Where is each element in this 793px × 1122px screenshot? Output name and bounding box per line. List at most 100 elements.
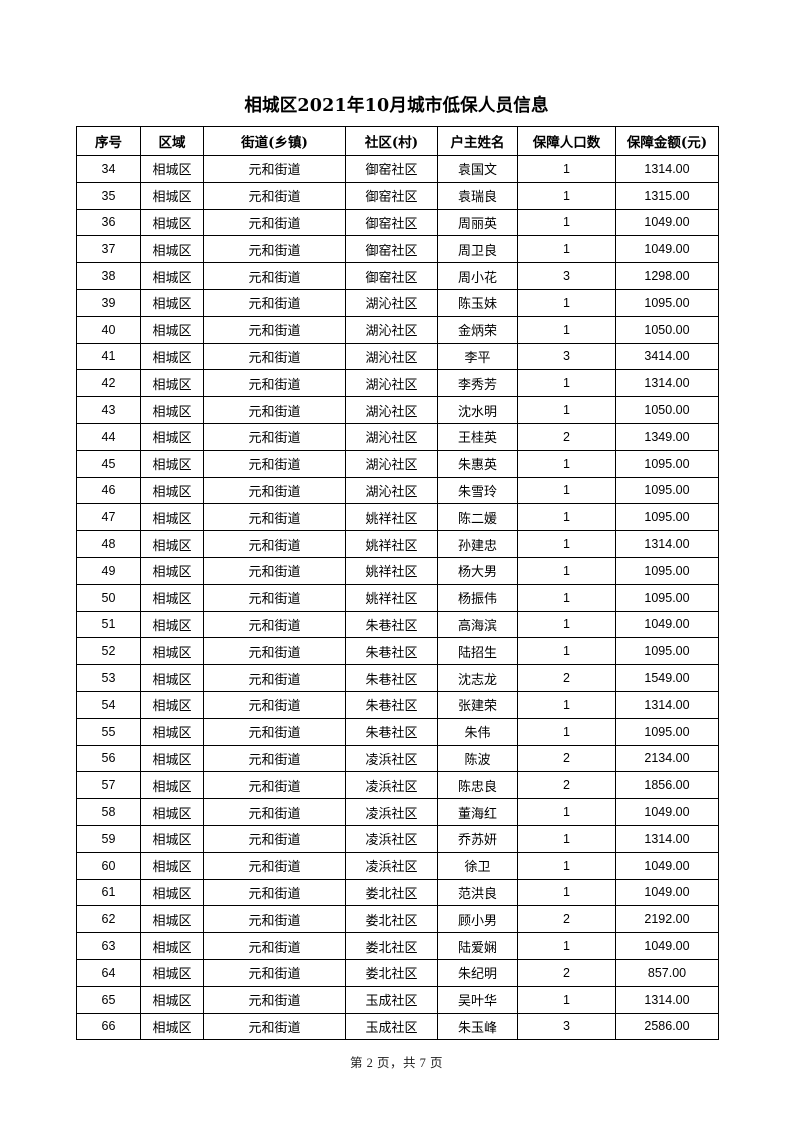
cell-community: 玉成社区	[345, 985, 438, 1014]
cell-amount: 1095.00	[615, 556, 719, 585]
cell-people-count: 3	[517, 262, 616, 290]
cell-people-count: 1	[517, 369, 616, 398]
cell-region: 相城区	[140, 985, 204, 1014]
cell-people-count: 2	[517, 905, 616, 934]
cell-amount: 1095.00	[615, 637, 719, 666]
table-row: 34 相城区 元和街道 御窑社区 袁国文 1 1314.00	[76, 155, 719, 183]
cell-amount: 1314.00	[615, 369, 719, 398]
cell-seq: 57	[76, 771, 141, 800]
cell-region: 相城区	[140, 235, 204, 264]
cell-people-count: 1	[517, 556, 616, 585]
table-container: 序号 区域 街道(乡镇) 社区(村) 户主姓名 保障人口数 保障金额(元) 34…	[76, 126, 719, 1041]
cell-street: 元和街道	[203, 396, 346, 424]
cell-street: 元和街道	[203, 476, 346, 505]
cell-street: 元和街道	[203, 1012, 346, 1041]
table-row: 52 相城区 元和街道 朱巷社区 陆招生 1 1095.00	[76, 637, 719, 666]
table-row: 60 相城区 元和街道 凌浜社区 徐卫 1 1049.00	[76, 851, 719, 880]
cell-street: 元和街道	[203, 315, 346, 344]
table-row: 53 相城区 元和街道 朱巷社区 沈志龙 2 1549.00	[76, 664, 719, 692]
cell-community: 湖沁社区	[345, 476, 438, 505]
cell-people-count: 1	[517, 476, 616, 505]
cell-seq: 52	[76, 637, 141, 666]
cell-street: 元和街道	[203, 181, 346, 210]
cell-community: 御窑社区	[345, 262, 438, 290]
cell-householder-name: 李秀芳	[437, 369, 518, 398]
cell-seq: 48	[76, 530, 141, 558]
cell-householder-name: 朱纪明	[437, 958, 518, 987]
cell-people-count: 1	[517, 155, 616, 183]
cell-people-count: 1	[517, 717, 616, 746]
cell-seq: 45	[76, 449, 141, 478]
cell-people-count: 1	[517, 878, 616, 907]
cell-householder-name: 朱玉峰	[437, 1012, 518, 1041]
cell-amount: 1315.00	[615, 181, 719, 210]
cell-community: 姚祥社区	[345, 556, 438, 585]
cell-people-count: 1	[517, 798, 616, 826]
cell-seq: 36	[76, 208, 141, 237]
table-header-row: 序号 区域 街道(乡镇) 社区(村) 户主姓名 保障人口数 保障金额(元)	[76, 126, 719, 156]
cell-people-count: 2	[517, 422, 616, 451]
table-row: 64 相城区 元和街道 娄北社区 朱纪明 2 857.00	[76, 958, 719, 987]
cell-amount: 1049.00	[615, 235, 719, 264]
cell-region: 相城区	[140, 369, 204, 398]
cell-amount: 1049.00	[615, 610, 719, 639]
cell-street: 元和街道	[203, 556, 346, 585]
cell-community: 朱巷社区	[345, 664, 438, 692]
cell-community: 玉成社区	[345, 1012, 438, 1041]
cell-householder-name: 陆爱娴	[437, 932, 518, 960]
cell-amount: 1049.00	[615, 208, 719, 237]
table-row: 39 相城区 元和街道 湖沁社区 陈玉妹 1 1095.00	[76, 288, 719, 317]
table-row: 50 相城区 元和街道 姚祥社区 杨振伟 1 1095.00	[76, 583, 719, 612]
cell-street: 元和街道	[203, 342, 346, 371]
cell-community: 凌浜社区	[345, 824, 438, 853]
cell-community: 娄北社区	[345, 905, 438, 934]
table-row: 65 相城区 元和街道 玉成社区 吴叶华 1 1314.00	[76, 985, 719, 1014]
cell-householder-name: 顾小男	[437, 905, 518, 934]
cell-people-count: 1	[517, 690, 616, 719]
cell-street: 元和街道	[203, 664, 346, 692]
cell-amount: 1314.00	[615, 530, 719, 558]
table-row: 59 相城区 元和街道 凌浜社区 乔苏妍 1 1314.00	[76, 824, 719, 853]
cell-street: 元和街道	[203, 958, 346, 987]
cell-seq: 63	[76, 932, 141, 960]
cell-amount: 857.00	[615, 958, 719, 987]
table-row: 44 相城区 元和街道 湖沁社区 王桂英 2 1349.00	[76, 422, 719, 451]
cell-amount: 2134.00	[615, 744, 719, 773]
cell-amount: 1095.00	[615, 717, 719, 746]
cell-region: 相城区	[140, 449, 204, 478]
cell-seq: 53	[76, 664, 141, 692]
cell-community: 御窑社区	[345, 235, 438, 264]
column-header-householder-name: 户主姓名	[437, 126, 518, 156]
cell-seq: 64	[76, 958, 141, 987]
cell-amount: 1349.00	[615, 422, 719, 451]
cell-seq: 58	[76, 798, 141, 826]
cell-street: 元和街道	[203, 369, 346, 398]
table-row: 42 相城区 元和街道 湖沁社区 李秀芳 1 1314.00	[76, 369, 719, 398]
cell-amount: 1095.00	[615, 583, 719, 612]
cell-householder-name: 杨振伟	[437, 583, 518, 612]
cell-community: 姚祥社区	[345, 583, 438, 612]
cell-community: 娄北社区	[345, 878, 438, 907]
cell-community: 朱巷社区	[345, 610, 438, 639]
table-header: 序号 区域 街道(乡镇) 社区(村) 户主姓名 保障人口数 保障金额(元)	[76, 126, 719, 156]
cell-street: 元和街道	[203, 744, 346, 773]
cell-people-count: 3	[517, 1012, 616, 1041]
table-row: 35 相城区 元和街道 御窑社区 袁瑞良 1 1315.00	[76, 181, 719, 210]
cell-street: 元和街道	[203, 985, 346, 1014]
table-row: 62 相城区 元和街道 娄北社区 顾小男 2 2192.00	[76, 905, 719, 934]
cell-people-count: 1	[517, 449, 616, 478]
table-row: 47 相城区 元和街道 姚祥社区 陈二媛 1 1095.00	[76, 503, 719, 532]
cell-people-count: 2	[517, 744, 616, 773]
cell-community: 湖沁社区	[345, 369, 438, 398]
cell-amount: 1050.00	[615, 396, 719, 424]
table-row: 58 相城区 元和街道 凌浜社区 董海红 1 1049.00	[76, 798, 719, 826]
table-row: 41 相城区 元和街道 湖沁社区 李平 3 3414.00	[76, 342, 719, 371]
cell-street: 元和街道	[203, 610, 346, 639]
cell-region: 相城区	[140, 583, 204, 612]
column-header-street: 街道(乡镇)	[203, 126, 346, 156]
cell-region: 相城区	[140, 878, 204, 907]
cell-community: 湖沁社区	[345, 342, 438, 371]
cell-community: 娄北社区	[345, 958, 438, 987]
cell-people-count: 1	[517, 503, 616, 532]
cell-seq: 49	[76, 556, 141, 585]
